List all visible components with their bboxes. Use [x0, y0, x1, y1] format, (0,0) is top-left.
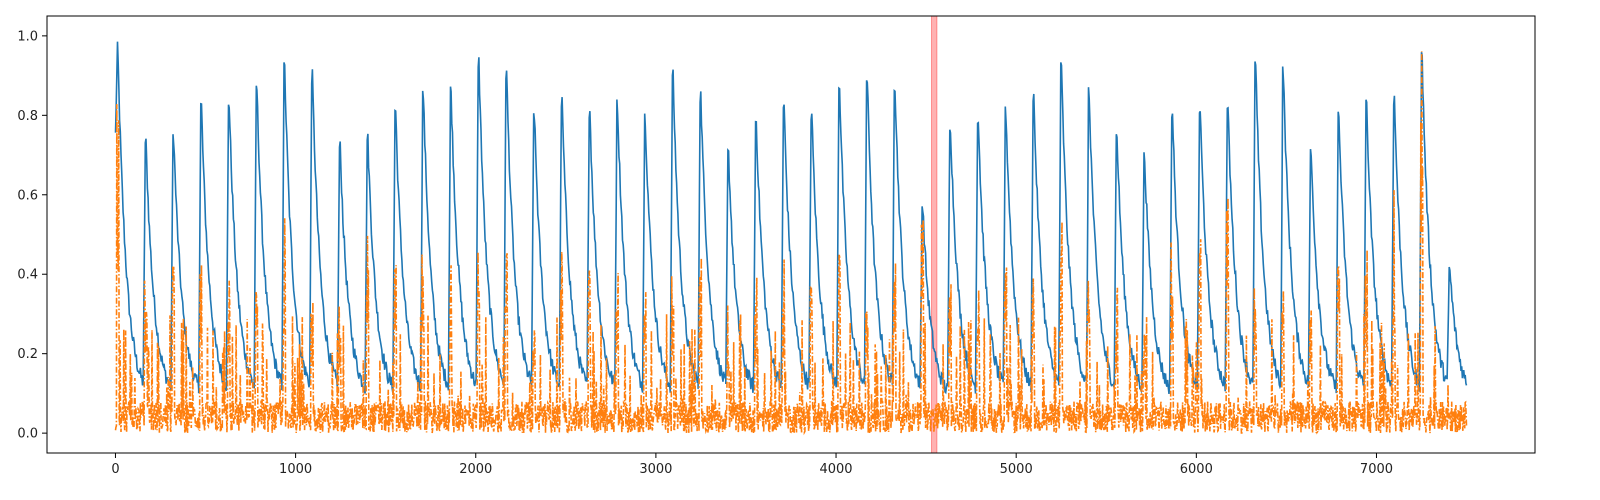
x-tick-label: 3000	[639, 462, 672, 477]
highlight-span	[931, 15, 938, 454]
x-tick-label: 4000	[819, 462, 852, 477]
x-tick-label: 0	[111, 462, 119, 477]
y-tick-label: 0.2	[17, 347, 38, 362]
x-axis: 0 1000 2000 3000 4000 5000 6000 7000	[111, 453, 1393, 477]
series-1-line	[114, 41, 1468, 395]
x-tick-label: 6000	[1180, 462, 1213, 477]
x-tick-label: 5000	[1000, 462, 1033, 477]
highlight-span-layer	[931, 15, 938, 454]
x-tick-label: 7000	[1360, 462, 1393, 477]
plot-frame	[46, 15, 1536, 454]
y-tick-label: 0.4	[17, 268, 38, 283]
y-tick-label: 1.0	[17, 29, 38, 44]
y-tick-label: 0.8	[17, 109, 38, 124]
x-tick-label: 2000	[459, 462, 492, 477]
y-tick-label: 0.6	[17, 188, 38, 203]
series-2-line	[114, 51, 1468, 436]
x-tick-label: 1000	[279, 462, 312, 477]
y-tick-label: 0.0	[17, 427, 38, 442]
y-axis: 0.0 0.2 0.4 0.6 0.8 1.0	[17, 29, 47, 442]
series-layer	[114, 41, 1468, 436]
